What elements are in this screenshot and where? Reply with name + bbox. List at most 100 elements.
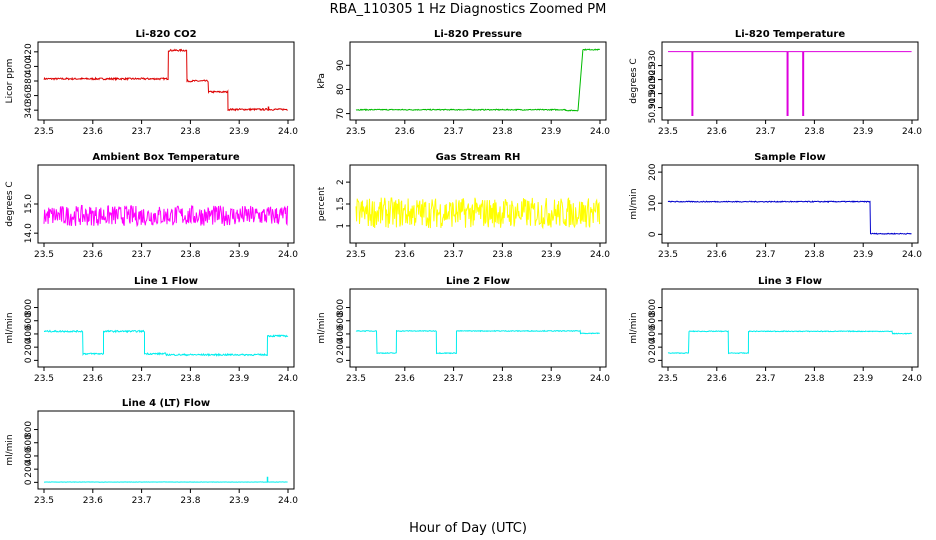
panels-group: Li-820 CO2 23.5 23.6 23.7 23.8 23.9 24.0 340360… bbox=[5, 29, 922, 506]
y-axis-label: ml/min bbox=[5, 312, 15, 343]
x-tick-label: 23.9 bbox=[229, 250, 249, 260]
y-tick-label: 1.5 bbox=[336, 197, 346, 211]
x-tick-label: 24.0 bbox=[278, 496, 298, 506]
panel-title: Gas Stream RH bbox=[436, 152, 521, 163]
panel-0: Li-820 CO2 23.5 23.6 23.7 23.8 23.9 24.0 340360… bbox=[5, 29, 298, 137]
x-tick-label: 23.7 bbox=[756, 374, 776, 384]
series-line bbox=[355, 48, 601, 112]
y-tick-label: 400 bbox=[336, 325, 346, 342]
x-axis-label: Hour of Day (UTC) bbox=[409, 521, 527, 536]
x-tick-label: 24.0 bbox=[902, 127, 922, 137]
x-tick-label: 23.5 bbox=[346, 374, 366, 384]
y-tick-label: 80 bbox=[336, 83, 346, 95]
panel-6: Line 1 Flow 23.5 23.6 23.7 23.8 23.9 24.0 0 2004… bbox=[5, 276, 298, 384]
y-axis-label: ml/min bbox=[629, 312, 639, 343]
x-tick-label: 23.7 bbox=[132, 374, 152, 384]
plot-frame bbox=[37, 164, 295, 244]
y-tick-label: 15.0 bbox=[24, 194, 34, 214]
series-line bbox=[44, 329, 289, 357]
y-tick-label: 800 bbox=[648, 299, 658, 316]
panel-title: Line 4 (LT) Flow bbox=[122, 398, 210, 409]
x-tick-label: 23.6 bbox=[83, 496, 103, 506]
y-tick-label: 800 bbox=[24, 299, 34, 316]
x-tick-label: 23.6 bbox=[707, 374, 727, 384]
panel-title: Ambient Box Temperature bbox=[92, 152, 239, 163]
x-tick-label: 23.6 bbox=[707, 127, 727, 137]
x-tick-label: 23.5 bbox=[34, 374, 54, 384]
y-tick-label: 1 bbox=[336, 223, 346, 229]
series-line bbox=[667, 330, 912, 355]
y-tick-label: 200 bbox=[648, 338, 658, 355]
y-tick-label: 14.0 bbox=[24, 223, 34, 243]
x-tick-label: 23.8 bbox=[804, 250, 824, 260]
y-tick-label: 50.930 bbox=[648, 50, 658, 82]
panel-title: Line 3 Flow bbox=[758, 276, 822, 287]
panel-3: Ambient Box Temperature 23.5 23.6 23.7 23.8 2… bbox=[5, 152, 298, 260]
panel-title: Line 2 Flow bbox=[446, 276, 510, 287]
y-tick-label: 200 bbox=[648, 163, 658, 180]
series-line bbox=[43, 48, 288, 112]
panel-title: Line 1 Flow bbox=[134, 276, 198, 287]
panel-7: Line 2 Flow 23.5 23.6 23.7 23.8 23.9 24.0 0 2004… bbox=[317, 276, 610, 384]
y-tick-label: 90 bbox=[336, 59, 346, 71]
x-tick-label: 23.8 bbox=[180, 496, 200, 506]
x-tick-label: 23.7 bbox=[132, 496, 152, 506]
y-axis-label: degrees C bbox=[629, 58, 639, 103]
x-tick-label: 23.6 bbox=[707, 250, 727, 260]
y-tick-label: 420 bbox=[24, 43, 34, 60]
x-tick-label: 23.8 bbox=[804, 127, 824, 137]
panel-2: Li-820 Temperature 23.5 23.6 23.7 23.8 23.9 24… bbox=[629, 29, 922, 137]
y-tick-label: 800 bbox=[336, 299, 346, 316]
y-tick-label: 50.915 bbox=[648, 92, 658, 124]
x-tick-label: 23.8 bbox=[492, 250, 512, 260]
y-tick-label: 70 bbox=[336, 108, 346, 120]
x-tick-label: 23.7 bbox=[132, 250, 152, 260]
y-tick-label: 50.925 bbox=[648, 64, 658, 96]
y-axis-label: Licor ppm bbox=[5, 59, 15, 104]
x-tick-label: 23.7 bbox=[444, 374, 464, 384]
x-tick-label: 24.0 bbox=[590, 250, 610, 260]
y-tick-label: 0 bbox=[648, 357, 658, 363]
x-tick-label: 23.8 bbox=[180, 374, 200, 384]
figure-title: RBA_110305 1 Hz Diagnostics Zoomed PM bbox=[330, 2, 607, 17]
x-tick-label: 23.8 bbox=[180, 250, 200, 260]
series-line bbox=[667, 200, 912, 235]
y-tick-label: 600 bbox=[24, 434, 34, 451]
y-tick-label: 400 bbox=[24, 325, 34, 342]
panel-9: Line 4 (LT) Flow 23.5 23.6 23.7 23.8 23.9 24.0… bbox=[5, 398, 298, 506]
x-tick-label: 24.0 bbox=[590, 127, 610, 137]
plot-frame bbox=[37, 41, 295, 121]
x-tick-label: 23.9 bbox=[229, 127, 249, 137]
y-tick-label: 400 bbox=[648, 325, 658, 342]
x-tick-label: 23.9 bbox=[541, 127, 561, 137]
plot-frame bbox=[349, 288, 607, 368]
y-axis-label: ml/min bbox=[629, 188, 639, 219]
panel-title: Li-820 CO2 bbox=[135, 29, 196, 40]
x-tick-label: 23.6 bbox=[395, 374, 415, 384]
y-tick-label: 0 bbox=[24, 357, 34, 363]
y-tick-label: 600 bbox=[336, 312, 346, 329]
panel-1: Li-820 Pressure 23.5 23.6 23.7 23.8 23.9 24.0 7… bbox=[317, 29, 610, 137]
x-tick-label: 23.5 bbox=[34, 496, 54, 506]
y-axis-label: ml/min bbox=[5, 434, 15, 465]
y-axis-label: kPa bbox=[317, 73, 327, 89]
x-tick-label: 23.6 bbox=[83, 374, 103, 384]
y-tick-label: 2 bbox=[336, 179, 346, 185]
x-tick-label: 23.5 bbox=[34, 250, 54, 260]
y-tick-label: 380 bbox=[24, 72, 34, 89]
y-axis-label: percent bbox=[317, 186, 327, 221]
panel-4: Gas Stream RH 23.5 23.6 23.7 23.8 23.9 24.0 1 1.… bbox=[317, 152, 610, 260]
x-tick-label: 23.8 bbox=[492, 374, 512, 384]
series-line bbox=[355, 329, 600, 355]
y-tick-label: 0 bbox=[336, 357, 346, 363]
x-tick-label: 23.5 bbox=[658, 250, 678, 260]
y-axis-label: degrees C bbox=[5, 181, 15, 226]
x-tick-label: 23.8 bbox=[804, 374, 824, 384]
y-tick-label: 340 bbox=[24, 101, 34, 118]
panel-title: Li-820 Pressure bbox=[434, 29, 522, 40]
plot-frame bbox=[349, 41, 607, 121]
panel-title: Li-820 Temperature bbox=[735, 29, 845, 40]
series-line bbox=[355, 197, 601, 230]
x-tick-label: 23.7 bbox=[444, 127, 464, 137]
x-tick-label: 24.0 bbox=[278, 127, 298, 137]
